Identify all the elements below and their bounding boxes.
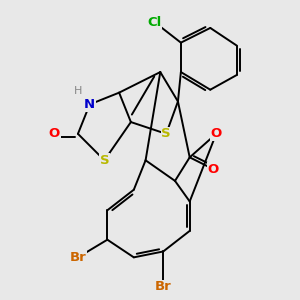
Text: Br: Br [155, 280, 172, 293]
Text: O: O [208, 163, 219, 176]
Text: O: O [49, 127, 60, 140]
Text: S: S [100, 154, 109, 167]
Text: Br: Br [70, 251, 86, 264]
Text: O: O [211, 127, 222, 140]
Text: S: S [161, 127, 171, 140]
Text: Cl: Cl [147, 16, 161, 28]
Text: H: H [74, 86, 83, 96]
Text: N: N [84, 98, 95, 111]
